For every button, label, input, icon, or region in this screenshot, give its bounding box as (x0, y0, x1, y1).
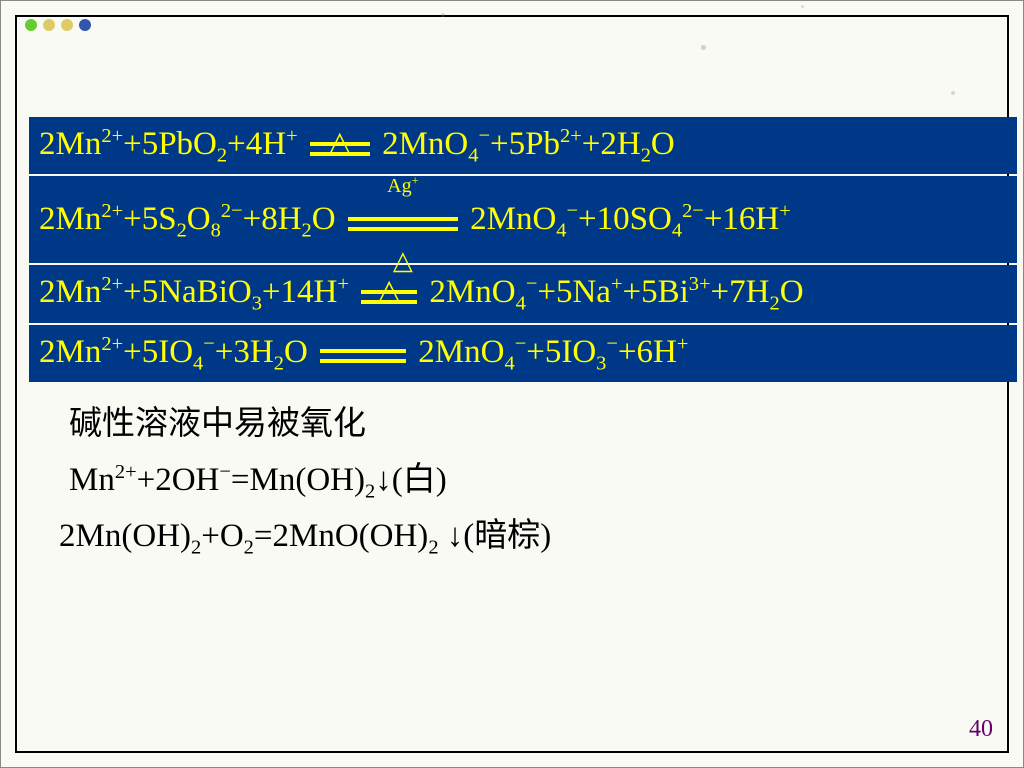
content-area: 2Mn2++5PbO2+4H+ △ 2MnO4−+5Pb2++2H2O 2Mn2… (29, 117, 1017, 564)
speck (801, 5, 804, 8)
plain-text-block: 碱性溶液中易被氧化 Mn2++2OH−=Mn(OH)2↓(白) 2Mn(OH)2… (29, 396, 1017, 564)
equation-2: 2Mn2++5S2O82−+8H2O Ag+ △ 2MnO4−+10SO42−+… (29, 176, 1017, 263)
eq4-arrow (320, 332, 406, 376)
bullet-1 (25, 19, 37, 31)
page-number: 40 (969, 716, 993, 743)
eq4-lhs: 2Mn2++5IO4−+3H2O (39, 334, 316, 370)
plain-line-3: 2Mn(OH)2+O2=2MnO(OH)2 ↓(暗棕) (59, 508, 1017, 564)
eq2-rhs: 2MnO4−+10SO42−+16H+ (470, 201, 791, 237)
arrow-line (348, 217, 458, 231)
eq1-lhs: 2Mn2++5PbO2+4H+ (39, 126, 298, 162)
eq2-lhs: 2Mn2++5S2O82−+8H2O (39, 201, 336, 237)
eq1-arrow: △ (310, 125, 370, 169)
arrow-line (320, 349, 406, 363)
eq3-lhs: 2Mn2++5NaBiO3+14H+ (39, 274, 349, 310)
slide: 2Mn2++5PbO2+4H+ △ 2MnO4−+5Pb2++2H2O 2Mn2… (0, 0, 1024, 768)
eq2-catalyst: Ag+ (387, 173, 418, 199)
bullet-2 (43, 19, 55, 31)
eq3-rhs: 2MnO4−+5Na++5Bi3++7H2O (429, 274, 803, 310)
bullet-4 (79, 19, 91, 31)
eq4-rhs: 2MnO4−+5IO3−+6H+ (418, 334, 688, 370)
eq2-arrow: Ag+ △ (348, 200, 458, 244)
equation-1: 2Mn2++5PbO2+4H+ △ 2MnO4−+5Pb2++2H2O (29, 117, 1017, 174)
eq3-arrow: △ (361, 273, 417, 317)
equation-4: 2Mn2++5IO4−+3H2O 2MnO4−+5IO3−+6H+ (29, 325, 1017, 382)
plain-line-2: Mn2++2OH−=Mn(OH)2↓(白) (69, 452, 1017, 508)
bullet-3 (61, 19, 73, 31)
equation-3: 2Mn2++5NaBiO3+14H+ △ 2MnO4−+5Na++5Bi3++7… (29, 265, 1017, 322)
eq1-rhs: 2MnO4−+5Pb2++2H2O (382, 126, 675, 162)
plain-line-1: 碱性溶液中易被氧化 (69, 396, 1017, 452)
corner-bullets (25, 19, 91, 31)
